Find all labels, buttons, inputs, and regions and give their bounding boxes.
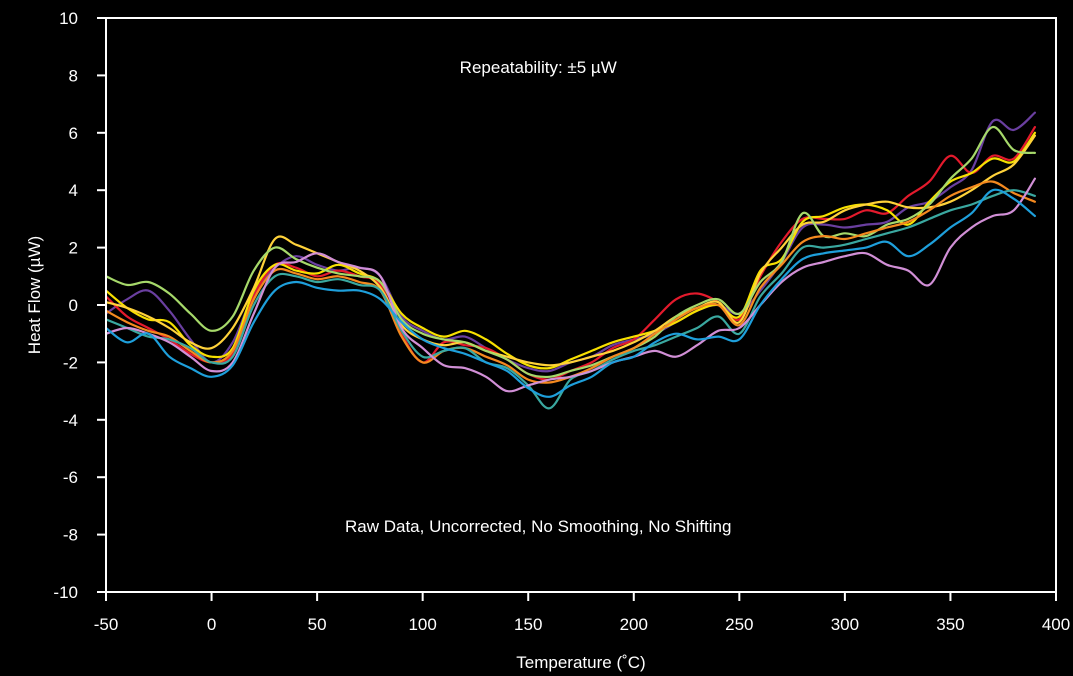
y-tick-label: -2 (63, 353, 78, 372)
y-tick-label: 10 (59, 9, 78, 28)
series-line-8 (106, 177, 1036, 393)
x-tick-label: 400 (1042, 615, 1070, 634)
y-axis-ticks: -10 -8 -6 -4 -2 0 2 4 6 8 10 (53, 9, 106, 602)
x-tick-label: 150 (514, 615, 542, 634)
annotation-raw-data: Raw Data, Uncorrected, No Smoothing, No … (345, 517, 731, 536)
y-tick-label: -6 (63, 468, 78, 487)
x-tick-label: 0 (207, 615, 216, 634)
x-tick-label: 50 (308, 615, 327, 634)
y-axis-title: Heat Flow (µW) (25, 236, 44, 354)
series-line-4 (106, 134, 1036, 367)
y-tick-label: 8 (69, 66, 78, 85)
y-tick-label: -10 (53, 583, 78, 602)
series-line-7 (106, 189, 1036, 410)
x-tick-label: 200 (620, 615, 648, 634)
series-group (106, 111, 1036, 410)
annotation-repeatability: Repeatability: ±5 µW (460, 58, 617, 77)
x-tick-label: 350 (936, 615, 964, 634)
y-tick-label: -4 (63, 411, 78, 430)
y-tick-label: -8 (63, 526, 78, 545)
series-line-5 (106, 126, 1036, 379)
x-axis-title: Temperature (˚C) (516, 653, 645, 672)
y-tick-label: 0 (69, 296, 78, 315)
x-tick-label: 250 (725, 615, 753, 634)
y-tick-label: 4 (69, 181, 78, 200)
y-tick-label: 6 (69, 124, 78, 143)
x-axis-ticks: -50 0 50 100 150 200 250 300 350 400 (94, 592, 1070, 634)
x-tick-label: 100 (408, 615, 436, 634)
x-tick-label: 300 (831, 615, 859, 634)
series-line-9 (106, 188, 1036, 398)
series-line-3 (106, 131, 1036, 370)
x-tick-label: -50 (94, 615, 119, 634)
y-tick-label: 2 (69, 239, 78, 258)
